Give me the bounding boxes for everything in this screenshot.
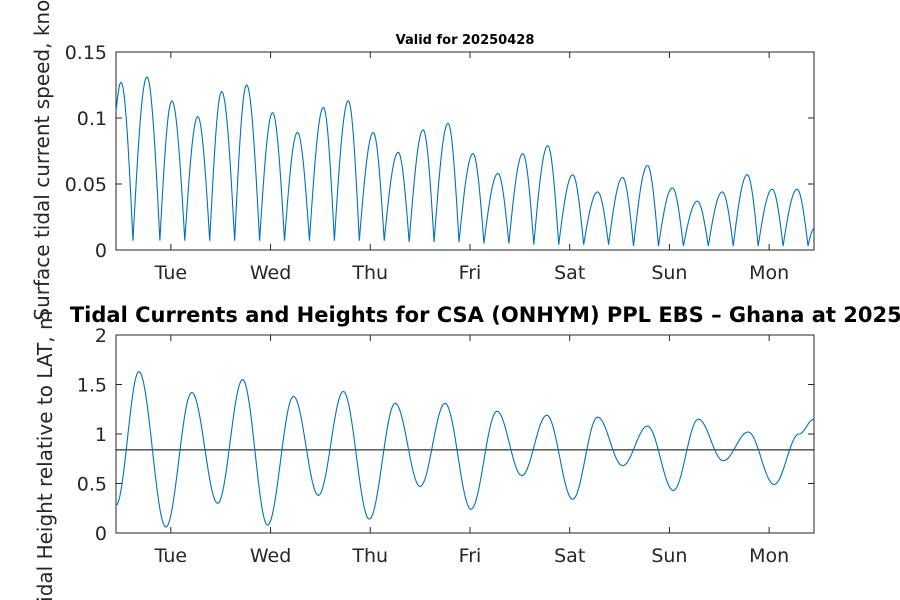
current-speed-y-tick-label: 0.05 [65, 174, 107, 196]
current-speed-x-tick-label: Sat [554, 262, 585, 284]
current-speed-chart-title: Valid for 20250428 [396, 33, 535, 48]
tidal-height-y-tick-label: 0 [95, 523, 107, 545]
tidal-height-x-tick-label: Thu [351, 545, 388, 567]
tidal-height-ticks: 0 0.5 1 1.5 2 Tue Wed Thu Fri Sat Sun Mon [77, 325, 814, 567]
current-speed-axes: Valid for 20250428 0 0.05 0.1 0.15 Tue Wed Thu… [30, 0, 815, 321]
tidal-height-y-tick-label: 0.5 [77, 474, 107, 496]
current-speed-x-tick-label: Mon [749, 262, 789, 284]
tidal-height-plot-area [115, 334, 815, 534]
tidal-height-x-tick-label: Sat [554, 545, 585, 567]
tidal-height-x-tick-label: Sun [651, 545, 687, 567]
tidal-height-y-axis-label: Tidal Height relative to LAT, m [33, 311, 57, 600]
tidal-height-y-tick-label: 2 [95, 325, 107, 347]
current-speed-x-tick-label: Wed [250, 262, 291, 284]
current-speed-x-tick-label: Fri [459, 262, 482, 284]
current-speed-y-axis-label: Surface tidal current speed, knots [30, 0, 54, 321]
current-speed-y-tick-label: 0.15 [65, 42, 107, 64]
tidal-height-axes: 0 0.5 1 1.5 2 Tue Wed Thu Fri Sat Sun Mon Tidal Hei… [33, 311, 815, 600]
current-speed-ticks: 0 0.05 0.1 0.15 Tue Wed Thu Fri Sat Sun Mon [65, 42, 814, 284]
current-speed-plot-area [115, 51, 815, 251]
tidal-height-y-tick-label: 1.5 [77, 375, 107, 397]
current-speed-x-tick-label: Sun [651, 262, 687, 284]
tidal-height-series-line [115, 370, 815, 528]
tidal-height-x-tick-label: Wed [250, 545, 291, 567]
current-speed-x-tick-label: Thu [351, 262, 388, 284]
current-speed-y-tick-label: 0.1 [77, 108, 107, 130]
current-speed-x-tick-label: Tue [154, 262, 187, 284]
current-speed-series-line [115, 76, 815, 247]
current-speed-y-tick-label: 0 [95, 240, 107, 262]
tidal-height-x-tick-label: Tue [154, 545, 187, 567]
tidal-height-x-tick-label: Fri [459, 545, 482, 567]
tidal-height-x-tick-label: Mon [749, 545, 789, 567]
tidal-height-y-tick-label: 1 [95, 424, 107, 446]
figure-main-title: Tidal Currents and Heights for CSA (ONHY… [70, 303, 900, 327]
